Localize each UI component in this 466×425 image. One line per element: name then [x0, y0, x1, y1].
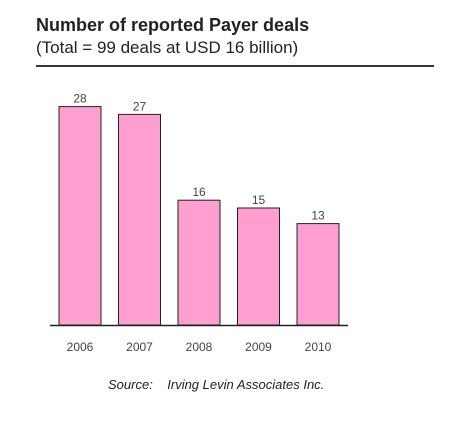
chart-title: Number of reported Payer deals — [36, 15, 310, 35]
x-tick-label-2010: 2010 — [305, 340, 332, 354]
data-label-2007: 27 — [133, 99, 147, 113]
x-tick-label-2008: 2008 — [186, 340, 213, 354]
bar-2007 — [118, 113, 161, 326]
data-label-2006: 28 — [73, 92, 87, 106]
bar-2008 — [177, 199, 221, 326]
data-label-2009: 15 — [252, 193, 266, 207]
source-note: Source: Irving Levin Associates Inc. — [108, 377, 325, 392]
bar-2010 — [296, 223, 340, 326]
x-tick-label-2006: 2006 — [67, 340, 94, 354]
bar-2009 — [237, 207, 280, 326]
chart-subtitle: (Total = 99 deals at USD 16 billion) — [36, 38, 299, 57]
data-label-2010: 13 — [311, 209, 325, 223]
data-label-2008: 16 — [192, 185, 206, 199]
title-underline — [36, 65, 434, 67]
x-tick-label-2007: 2007 — [126, 340, 153, 354]
bar-2006 — [58, 106, 102, 326]
x-tick-label-2009: 2009 — [245, 340, 272, 354]
